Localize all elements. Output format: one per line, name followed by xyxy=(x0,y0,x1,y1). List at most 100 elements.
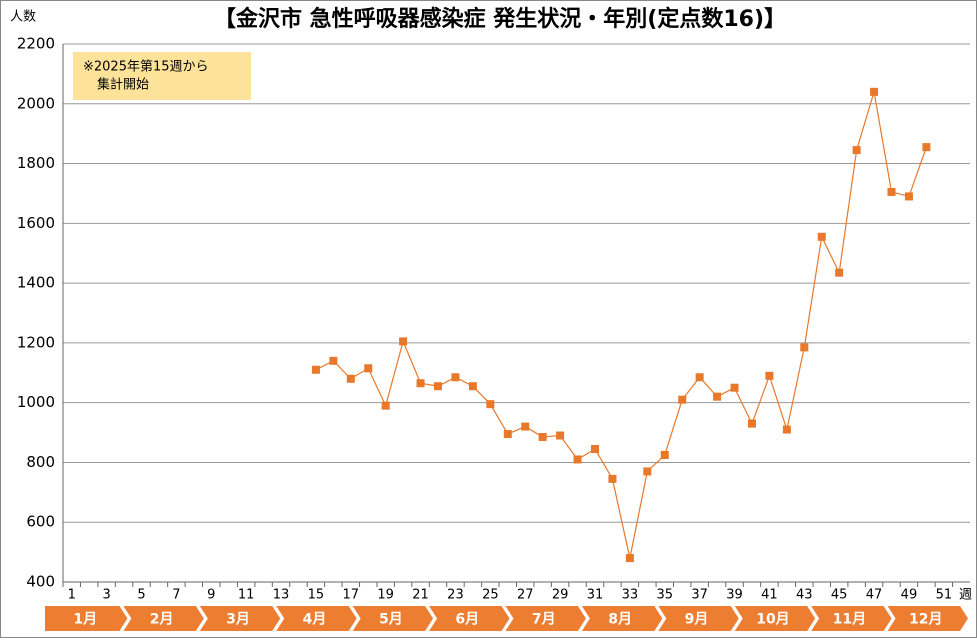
x-tick-label: 1 xyxy=(68,588,76,603)
month-chevron xyxy=(123,606,204,631)
marker xyxy=(713,392,722,401)
y-tick-label: 400 xyxy=(26,573,55,591)
marker xyxy=(782,425,791,434)
month-label: 9月 xyxy=(685,612,709,628)
annotation: ※2025年第15週から xyxy=(83,60,209,75)
month-chevron xyxy=(734,606,816,631)
marker xyxy=(521,422,530,431)
month-chevron xyxy=(581,606,663,631)
marker xyxy=(399,337,408,346)
x-tick-label: 21 xyxy=(412,588,429,603)
x-tick-label: 3 xyxy=(102,588,110,603)
annotation-box xyxy=(73,52,251,100)
x-tick-label: 47 xyxy=(866,588,883,603)
x-tick-label: 49 xyxy=(901,588,918,603)
marker xyxy=(852,146,861,155)
marker xyxy=(800,343,809,352)
month-label: 4月 xyxy=(303,612,327,628)
x-tick-label: 17 xyxy=(343,588,360,603)
y-tick-label: 800 xyxy=(26,453,55,471)
marker xyxy=(434,382,443,391)
x-tick-label: 11 xyxy=(238,588,255,603)
chart-title: 【金沢市 急性呼吸器感染症 発生状況・年別(定点数16)】 xyxy=(214,6,786,32)
month-label: 10月 xyxy=(756,612,789,628)
y-tick-label: 1200 xyxy=(17,333,55,351)
month-chevron xyxy=(505,606,586,631)
marker xyxy=(329,356,338,365)
month-chevron xyxy=(887,606,968,631)
month-label: 12月 xyxy=(909,612,942,628)
month-label: 8月 xyxy=(608,612,632,628)
marker xyxy=(486,400,495,409)
x-tick-label: 23 xyxy=(447,588,464,603)
x-tick-label: 13 xyxy=(273,588,290,603)
month-label: 2月 xyxy=(150,612,174,628)
marker xyxy=(346,374,355,383)
marker xyxy=(608,474,617,483)
x-tick-label: 39 xyxy=(726,588,743,603)
marker xyxy=(538,433,547,442)
marker xyxy=(922,143,931,152)
marker xyxy=(904,192,913,201)
marker xyxy=(660,450,669,459)
month-label: 5月 xyxy=(379,612,403,628)
month-chevron xyxy=(352,606,434,631)
x-tick-label: 45 xyxy=(831,588,848,603)
annotation: 集計開始 xyxy=(97,77,149,93)
x-tick-label: 37 xyxy=(691,588,708,603)
marker xyxy=(887,187,896,196)
marker xyxy=(451,373,460,382)
month-label: 6月 xyxy=(455,612,479,628)
marker xyxy=(590,444,599,453)
x-tick-label: 29 xyxy=(552,588,569,603)
marker xyxy=(695,373,704,382)
marker xyxy=(747,419,756,428)
x-tick-label: 5 xyxy=(137,588,145,603)
month-chevron xyxy=(199,606,281,631)
x-axis-label: 週 xyxy=(959,588,972,603)
month-chevron xyxy=(429,606,510,631)
y-tick-label: 600 xyxy=(26,513,55,531)
marker xyxy=(556,431,565,440)
x-tick-label: 19 xyxy=(377,588,394,603)
month-chevron xyxy=(276,606,357,631)
y-tick-label: 1800 xyxy=(17,154,55,172)
y-tick-label: 1400 xyxy=(17,274,55,292)
x-tick-label: 31 xyxy=(587,588,604,603)
x-tick-label: 33 xyxy=(622,588,639,603)
marker xyxy=(870,87,879,96)
marker xyxy=(817,232,826,241)
x-tick-label: 41 xyxy=(761,588,778,603)
month-chevron xyxy=(811,606,892,631)
marker xyxy=(765,371,774,380)
x-tick-label: 35 xyxy=(656,588,673,603)
y-axis-label: 人数 xyxy=(10,10,36,25)
month-label: 3月 xyxy=(226,612,250,628)
y-tick-label: 1000 xyxy=(17,393,55,411)
marker xyxy=(468,382,477,391)
x-tick-label: 51 xyxy=(936,588,953,603)
month-label: 1月 xyxy=(73,612,97,628)
marker xyxy=(381,401,390,410)
y-tick-label: 1600 xyxy=(17,214,55,232)
month-chevron xyxy=(658,606,739,631)
x-tick-label: 25 xyxy=(482,588,499,603)
marker xyxy=(678,395,687,404)
line xyxy=(315,91,927,559)
y-tick-label: 2000 xyxy=(17,94,55,112)
x-tick-label: 27 xyxy=(517,588,534,603)
marker xyxy=(643,467,652,476)
marker xyxy=(835,268,844,277)
x-tick-label: 9 xyxy=(207,588,215,603)
y-tick-label: 2200 xyxy=(17,35,55,53)
month-label: 11月 xyxy=(833,612,866,628)
marker xyxy=(364,364,373,373)
month-label: 7月 xyxy=(532,612,556,628)
x-tick-label: 7 xyxy=(172,588,180,603)
marker xyxy=(311,365,320,374)
x-tick-label: 43 xyxy=(796,588,813,603)
x-tick-label: 15 xyxy=(308,588,325,603)
marker xyxy=(416,379,425,388)
